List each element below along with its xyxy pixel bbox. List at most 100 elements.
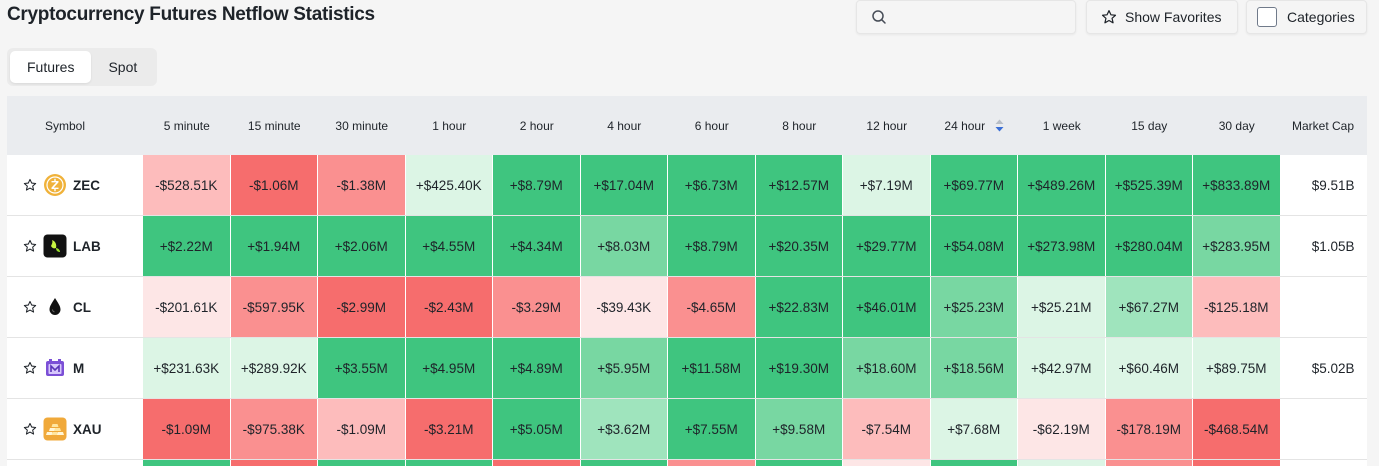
netflow-12h-cell: +$29.77M	[843, 216, 931, 276]
netflow-30m-cell: -$1.38M	[318, 155, 406, 215]
netflow-6h-cell: +$8.79M	[668, 216, 756, 276]
netflow-15m-cell: -$597.95K	[230, 277, 318, 337]
netflow-2h-cell: +$4.34M	[493, 216, 581, 276]
market-cap-cell: $5.02B	[1311, 360, 1355, 376]
netflow-1w-cell: +$42.97M	[1018, 338, 1106, 398]
market-cap-cell	[1281, 460, 1366, 466]
market-cap-cell	[1281, 399, 1366, 459]
netflow-4h-cell	[580, 460, 668, 466]
favorite-star-icon[interactable]	[23, 361, 37, 375]
column-header-symbol[interactable]: Symbol	[44, 118, 85, 133]
netflow-6h-cell	[668, 460, 756, 466]
column-header-1h[interactable]: 1 hour	[432, 118, 467, 133]
netflow-12h-cell: +$18.60M	[843, 338, 931, 398]
table-row-partial	[7, 460, 1367, 466]
netflow-1w-cell: +$489.26M	[1018, 155, 1106, 215]
symbol-label: LAB	[73, 238, 101, 254]
netflow-30d-cell: -$125.18M	[1193, 277, 1281, 337]
netflow-30m-cell: +$2.06M	[318, 216, 406, 276]
netflow-30m-cell: -$1.09M	[318, 399, 406, 459]
column-header-4h[interactable]: 4 hour	[607, 118, 642, 133]
netflow-15m-cell	[230, 460, 318, 466]
netflow-24h-cell: +$25.23M	[930, 277, 1018, 337]
netflow-12h-cell: -$7.54M	[843, 399, 931, 459]
netflow-1w-cell: +$273.98M	[1018, 216, 1106, 276]
tab-futures[interactable]: Futures	[10, 51, 92, 83]
market-cap-cell: $1.05B	[1311, 238, 1355, 254]
netflow-5m-cell: -$201.61K	[143, 277, 231, 337]
zec-coin-icon	[43, 173, 67, 197]
netflow-4h-cell: +$17.04M	[580, 155, 668, 215]
netflow-12h-cell	[843, 460, 931, 466]
column-header-30d[interactable]: 30 day	[1218, 118, 1255, 133]
favorite-star-icon[interactable]	[23, 239, 37, 253]
symbol-cell: XAU	[7, 399, 143, 459]
column-header-15d[interactable]: 15 day	[1131, 118, 1168, 133]
netflow-4h-cell: +$5.95M	[580, 338, 668, 398]
show-favorites-label: Show Favorites	[1125, 9, 1222, 25]
column-header-market-cap[interactable]: Market Cap	[1291, 118, 1355, 133]
netflow-24h-cell: +$7.68M	[930, 399, 1018, 459]
netflow-15m-cell: -$1.06M	[230, 155, 318, 215]
sort-icon[interactable]	[995, 119, 1004, 132]
netflow-1h-cell	[405, 460, 493, 466]
favorite-star-icon[interactable]	[23, 300, 37, 314]
netflow-4h-cell: +$8.03M	[580, 216, 668, 276]
table-row[interactable]: LAB +$2.22M +$1.94M +$2.06M +$4.55M +$4.34M +$…	[7, 216, 1367, 277]
categories-checkbox[interactable]	[1257, 7, 1277, 27]
netflow-30m-cell: +$3.55M	[318, 338, 406, 398]
favorite-star-icon[interactable]	[23, 178, 37, 192]
column-header-1w[interactable]: 1 week	[1042, 118, 1081, 133]
table-row[interactable]: M +$231.63K +$289.92K +$3.55M +$4.95M +$4.89M…	[7, 338, 1367, 399]
netflow-1w-cell: +$25.21M	[1018, 277, 1106, 337]
symbol-cell: LAB	[7, 216, 143, 276]
netflow-1w-cell	[1018, 460, 1106, 466]
star-icon	[1101, 10, 1117, 24]
gold-bars-icon	[43, 417, 67, 441]
market-cap-cell: $9.51B	[1311, 177, 1355, 193]
table-row[interactable]: CL -$201.61K -$597.95K -$2.99M -$2.43M -$3.29…	[7, 277, 1367, 338]
netflow-6h-cell: +$7.55M	[668, 399, 756, 459]
netflow-15d-cell: +$60.46M	[1105, 338, 1193, 398]
column-header-8h[interactable]: 8 hour	[782, 118, 817, 133]
netflow-6h-cell: +$11.58M	[668, 338, 756, 398]
lab-coin-icon	[43, 234, 67, 258]
market-type-tabs: Futures Spot	[7, 48, 157, 86]
netflow-30d-cell: +$283.95M	[1193, 216, 1281, 276]
show-favorites-button[interactable]: Show Favorites	[1086, 0, 1238, 34]
table-row[interactable]: ZEC -$528.51K -$1.06M -$1.38M +$425.40K +$8.7…	[7, 155, 1367, 216]
column-header-12h[interactable]: 12 hour	[866, 118, 908, 133]
netflow-2h-cell: +$5.05M	[493, 399, 581, 459]
search-input[interactable]	[895, 9, 1075, 25]
netflow-8h-cell: +$22.83M	[755, 277, 843, 337]
netflow-8h-cell	[755, 460, 843, 466]
netflow-table: Symbol 5 minute 15 minute 30 minute 1 ho…	[7, 96, 1367, 466]
column-header-5m[interactable]: 5 minute	[163, 118, 210, 133]
symbol-cell: ZEC	[7, 155, 143, 215]
categories-button[interactable]: Categories	[1246, 0, 1367, 34]
netflow-2h-cell: -$3.29M	[493, 277, 581, 337]
netflow-30d-cell: +$89.75M	[1193, 338, 1281, 398]
netflow-24h-cell: +$69.77M	[930, 155, 1018, 215]
netflow-5m-cell: -$528.51K	[143, 155, 231, 215]
symbol-label: M	[73, 360, 85, 376]
column-header-30m[interactable]: 30 minute	[335, 118, 389, 133]
column-header-24h-cell[interactable]: 24 hour	[931, 96, 1019, 155]
column-header-2h[interactable]: 2 hour	[519, 118, 554, 133]
netflow-2h-cell: +$4.89M	[493, 338, 581, 398]
netflow-1h-cell: -$3.21M	[405, 399, 493, 459]
tab-spot[interactable]: Spot	[108, 59, 138, 75]
column-header-6h[interactable]: 6 hour	[694, 118, 729, 133]
column-header-15m[interactable]: 15 minute	[247, 118, 301, 133]
table-header: Symbol 5 minute 15 minute 30 minute 1 ho…	[7, 96, 1367, 155]
netflow-15d-cell: +$525.39M	[1105, 155, 1193, 215]
netflow-12h-cell: +$7.19M	[843, 155, 931, 215]
netflow-2h-cell	[493, 460, 581, 466]
symbol-cell: M	[7, 338, 143, 398]
netflow-1h-cell: +$4.55M	[405, 216, 493, 276]
netflow-4h-cell: +$3.62M	[580, 399, 668, 459]
table-row[interactable]: XAU -$1.09M -$975.38K -$1.09M -$3.21M +$5.05M…	[7, 399, 1367, 460]
favorite-star-icon[interactable]	[23, 422, 37, 436]
search-box[interactable]	[856, 0, 1076, 34]
netflow-5m-cell	[143, 460, 231, 466]
